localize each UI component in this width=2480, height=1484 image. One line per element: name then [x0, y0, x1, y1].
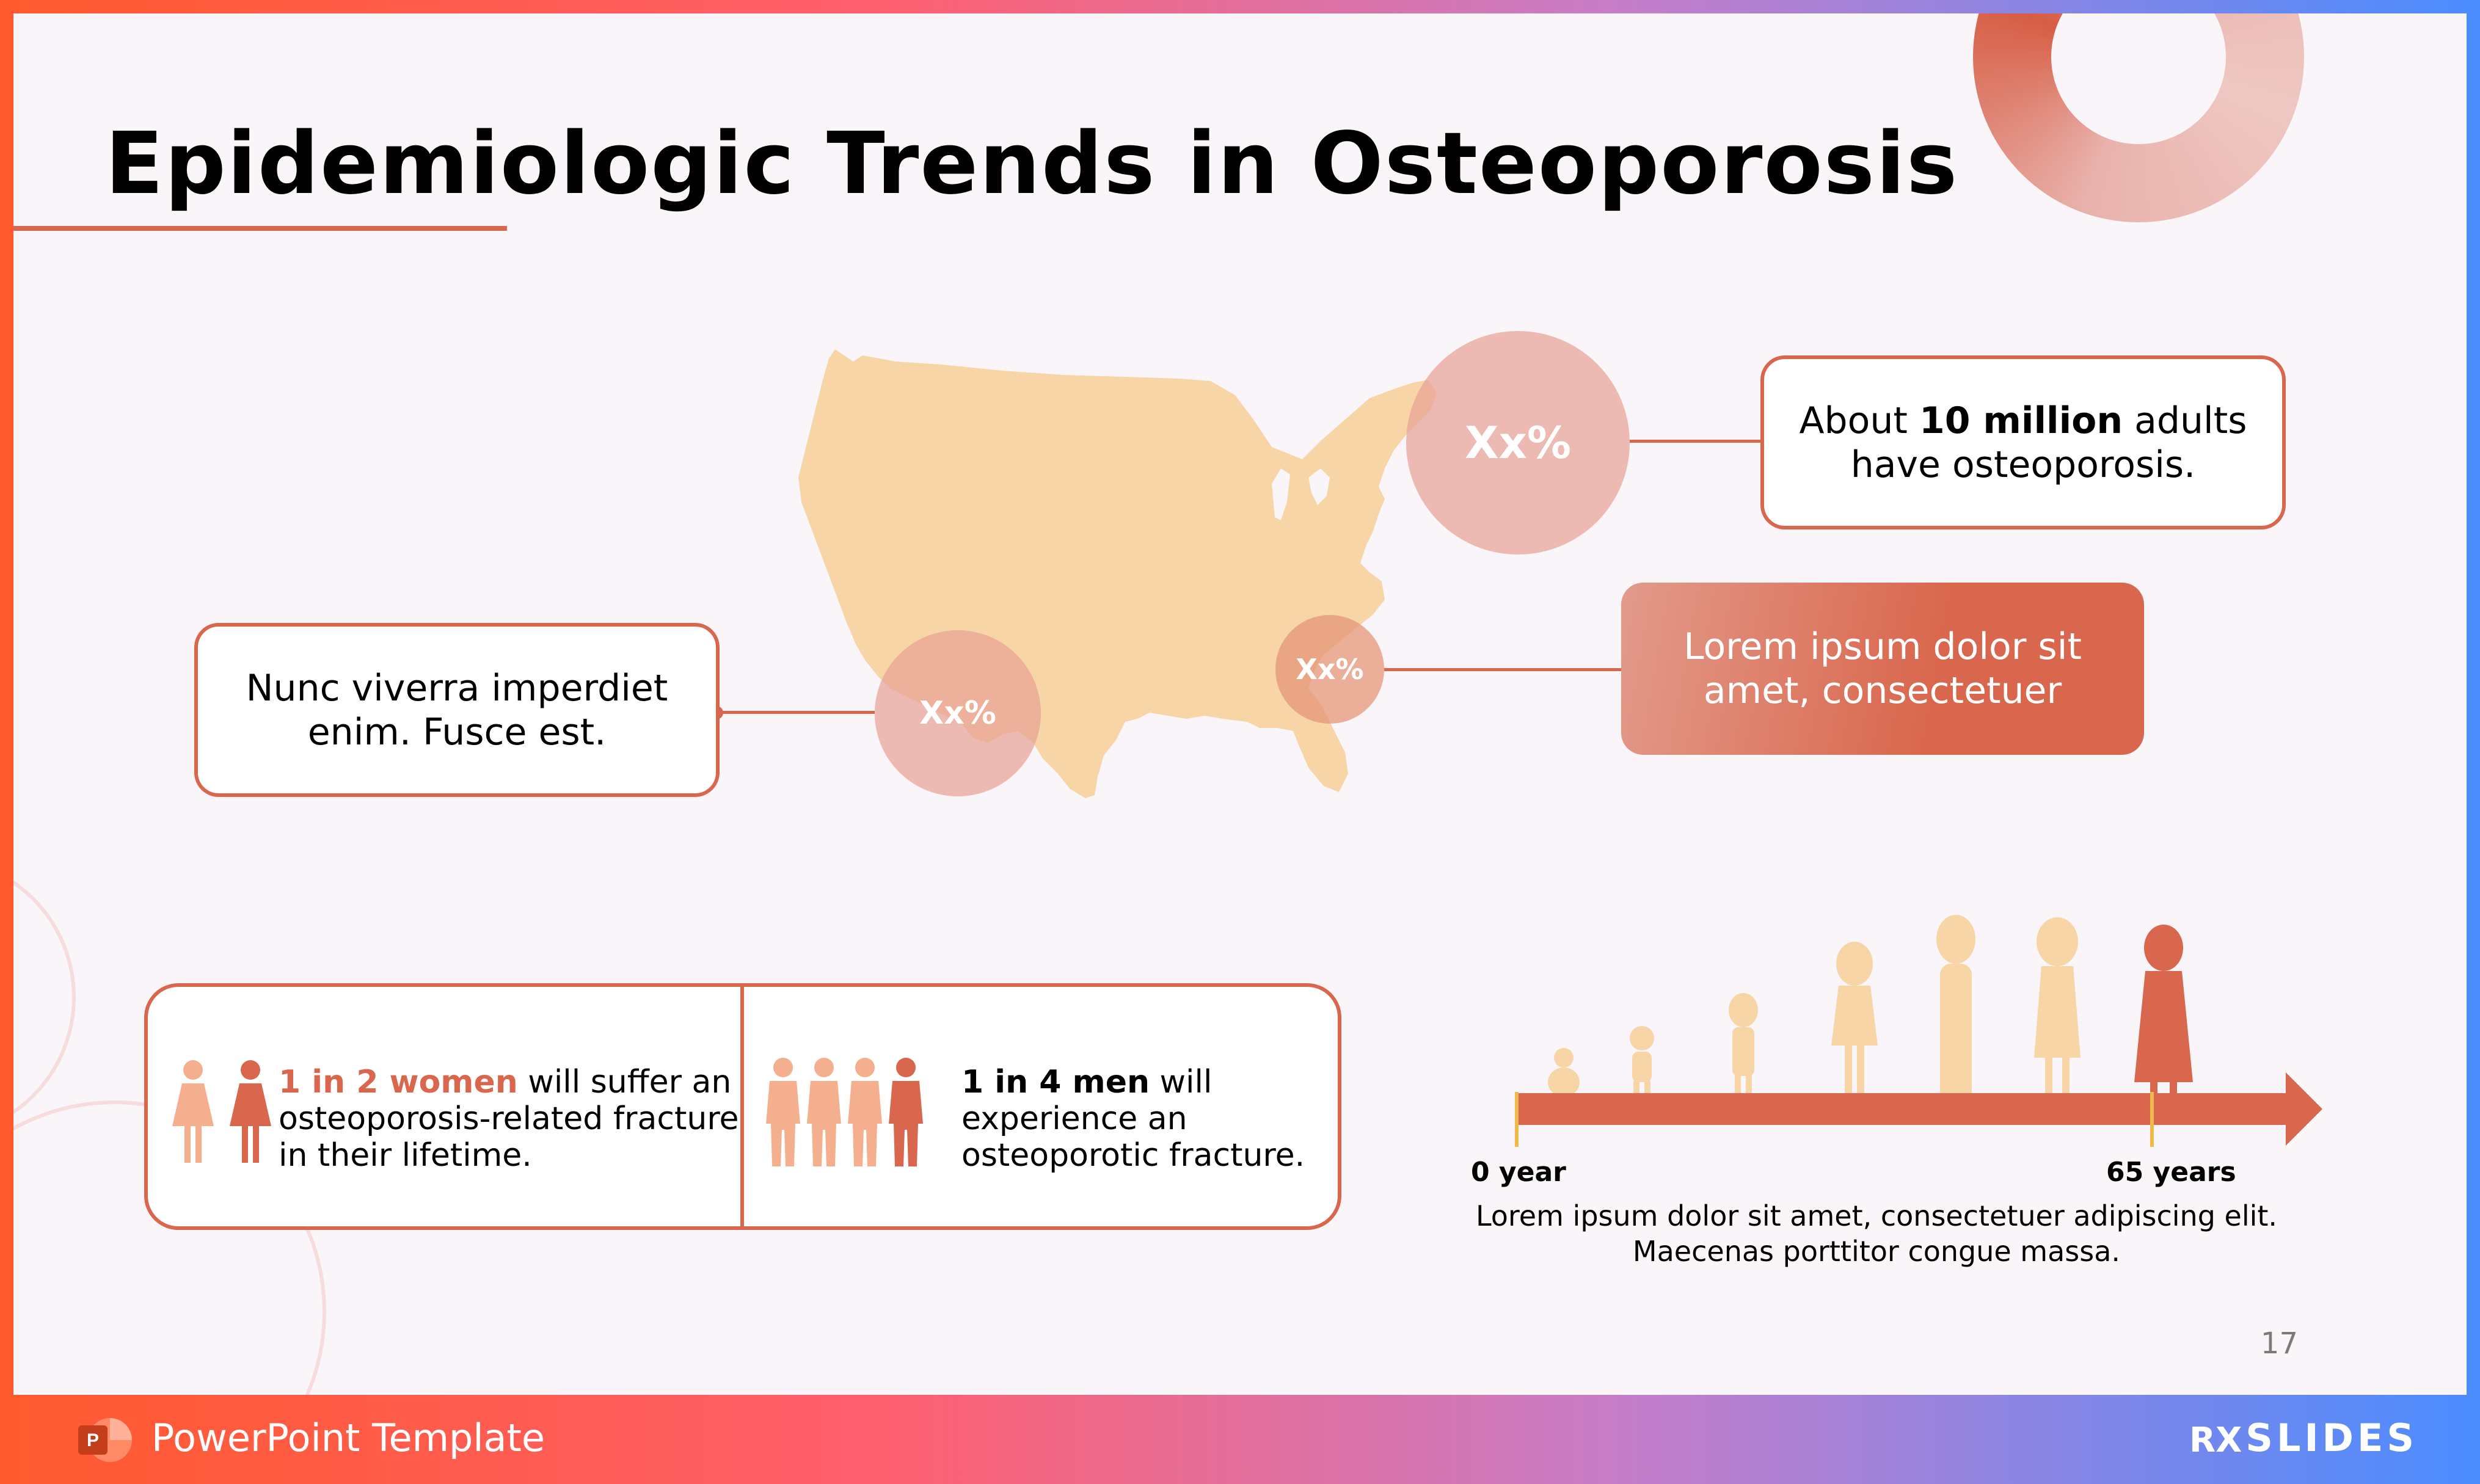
page-title: Epidemiologic Trends in Osteoporosis — [105, 114, 1959, 214]
map-circle-northeast: Xx% — [1406, 331, 1630, 555]
person-silhouette-icon — [1548, 1048, 1580, 1097]
person-silhouette-icon — [2034, 917, 2081, 1104]
man-icon — [766, 1058, 800, 1166]
connector-line — [1384, 668, 1627, 671]
timeline-start-label: 0 year — [1471, 1157, 1566, 1188]
brand-name: SLIDES — [2245, 1416, 2418, 1460]
stats-divider — [740, 986, 744, 1228]
title-underline — [13, 226, 507, 231]
callout-southwest: Nunc viverra imperdiet enim. Fusce est. — [194, 623, 720, 797]
woman-icon — [230, 1060, 271, 1163]
decorative-circle — [13, 856, 76, 1138]
page-number: 17 — [2260, 1326, 2298, 1361]
callout-northeast: About 10 million adults have osteoporosi… — [1760, 355, 2286, 529]
age-silhouettes — [1548, 915, 2193, 1105]
women-stat-text: 1 in 2 women will suffer an osteoporosis… — [279, 1064, 739, 1174]
callout-southeast: Lorem ipsum dolor sit amet, consectetuer — [1621, 583, 2144, 755]
footer-app-label: PowerPoint Template — [151, 1416, 545, 1460]
men-stat-text: 1 in 4 men will experience an osteoporot… — [961, 1064, 1305, 1174]
timeline-arrow — [1515, 1072, 2322, 1147]
woman-icon — [172, 1060, 214, 1163]
man-icon — [807, 1058, 841, 1166]
person-silhouette-icon — [1936, 915, 1975, 1104]
brand-logo: RX SLIDES — [2189, 1416, 2418, 1460]
person-silhouette-icon — [1831, 942, 1878, 1104]
men-icons — [766, 1058, 923, 1166]
man-icon — [848, 1058, 882, 1166]
slide-canvas: Epidemiologic Trends in Osteoporosis Xx%… — [13, 13, 2467, 1395]
timeline-caption: Lorem ipsum dolor sit amet, consectetuer… — [1475, 1199, 2278, 1268]
person-silhouette-icon — [2134, 925, 2193, 1105]
women-icons — [172, 1060, 271, 1163]
svg-text:P: P — [87, 1430, 99, 1450]
map-circle-southeast: Xx% — [1275, 615, 1384, 724]
powerpoint-icon: P — [76, 1417, 134, 1463]
timeline-end-label: 65 years — [2106, 1157, 2236, 1188]
person-silhouette-icon — [1729, 993, 1758, 1105]
man-icon — [889, 1058, 923, 1166]
map-circle-southwest: Xx% — [875, 630, 1041, 796]
brand-prefix: RX — [2189, 1420, 2242, 1460]
connector-line — [716, 711, 875, 714]
connector-line — [1630, 440, 1769, 443]
